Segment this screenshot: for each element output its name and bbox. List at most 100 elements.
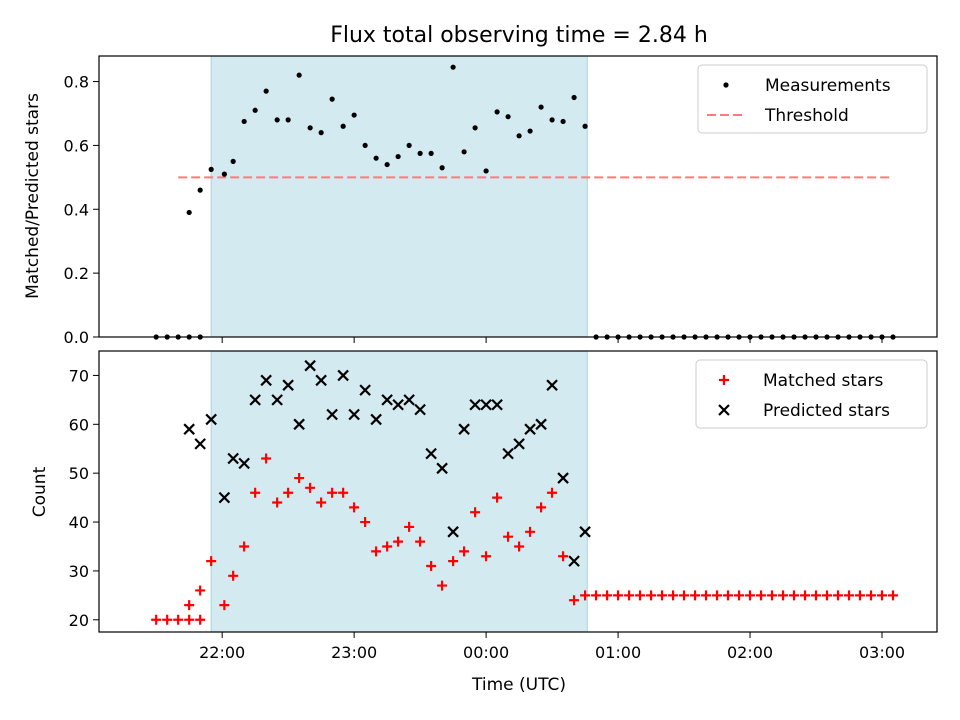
y-tick-label: 0.6 — [64, 136, 89, 155]
measurement-point — [318, 130, 324, 136]
measurement-point — [406, 142, 412, 149]
predicted-star-point — [458, 423, 470, 435]
predicted-star-point — [568, 555, 580, 567]
measurement-point — [571, 94, 577, 101]
matched-star-point — [690, 590, 701, 601]
predicted-star-point — [205, 413, 217, 426]
measurement-point — [373, 155, 379, 161]
legend-box — [697, 64, 928, 134]
matched-star-point — [470, 507, 481, 518]
matched-star-point — [888, 590, 899, 601]
legend-matched-marker — [719, 375, 729, 385]
matched-star-point — [283, 487, 294, 498]
measurement-point — [428, 150, 434, 156]
series-measurements — [153, 64, 896, 340]
predicted-star-point — [557, 472, 569, 484]
matched-star-point — [195, 585, 206, 596]
predicted-star-point — [315, 374, 327, 387]
matched-star-point — [844, 590, 855, 601]
matched-star-point — [822, 590, 833, 601]
predicted-star-point — [392, 398, 404, 411]
matched-star-point — [426, 561, 437, 572]
x-tick-label: 02:00 — [727, 643, 773, 662]
matched-star-point — [712, 590, 723, 601]
matched-star-point — [536, 502, 547, 513]
matched-star-point — [734, 590, 745, 601]
predicted-star-point — [535, 418, 547, 431]
legend-predicted-marker — [718, 404, 730, 416]
count-panel: 20 30 40 50 60 70 22:00 23:00 00:00 01:00 02:00 03:… — [69, 350, 938, 662]
matched-star-point — [833, 590, 844, 601]
measurement-point — [527, 128, 533, 134]
predicted-star-point — [304, 359, 316, 372]
series-predicted-stars — [183, 359, 591, 567]
matched-star-point — [767, 590, 778, 601]
matched-star-point — [514, 541, 525, 552]
matched-star-point — [393, 536, 404, 547]
y-tick-label: 0.0 — [64, 328, 89, 347]
matched-star-point — [206, 556, 217, 567]
measurement-point — [417, 150, 423, 156]
matched-star-point — [228, 570, 239, 581]
predicted-star-point — [218, 491, 231, 504]
measurement-point — [329, 96, 335, 102]
predicted-star-point — [469, 398, 481, 411]
matched-star-point — [657, 590, 668, 601]
matched-star-point — [415, 536, 426, 547]
matched-star-point — [382, 541, 393, 552]
matched-star-point — [547, 487, 558, 498]
predicted-star-point — [238, 457, 250, 470]
matched-star-point — [624, 590, 635, 601]
predicted-star-point — [502, 447, 514, 460]
measurement-point — [186, 209, 192, 216]
matched-star-point — [635, 590, 646, 601]
predicted-star-point — [579, 526, 591, 538]
matched-star-point — [668, 590, 679, 601]
matched-star-point — [745, 590, 756, 601]
plot-frame — [98, 350, 938, 633]
matched-star-point — [800, 590, 811, 601]
measurement-point — [362, 142, 368, 149]
legend-label: Measurements — [765, 76, 891, 96]
y-tick-label: 70 — [69, 366, 89, 385]
x-tick-label: 00:00 — [463, 643, 509, 662]
matched-star-point — [272, 497, 283, 508]
measurement-point — [263, 88, 269, 94]
matched-star-point — [580, 590, 591, 601]
legend: Matched stars Predicted stars — [695, 359, 928, 429]
matched-star-point — [679, 590, 690, 601]
matched-star-point — [481, 551, 492, 562]
matched-star-point — [613, 590, 624, 601]
matched-star-point — [789, 590, 800, 601]
matched-star-point — [195, 614, 206, 625]
measurement-point — [384, 161, 390, 168]
legend-label: Matched stars — [763, 371, 883, 391]
measurement-point — [560, 118, 566, 125]
matched-star-point — [184, 614, 195, 625]
predicted-star-point — [183, 423, 195, 435]
matched-star-point — [459, 546, 470, 557]
matched-star-point — [184, 600, 195, 611]
predicted-star-point — [425, 447, 437, 460]
predicted-star-point — [436, 462, 448, 475]
x-tick-label: 01:00 — [595, 643, 641, 662]
measurement-point — [439, 165, 445, 171]
legend-label: Threshold — [764, 106, 849, 126]
y-tick-label: 50 — [69, 464, 89, 483]
top-y-axis-label: Matched/Predicted stars — [23, 93, 43, 299]
matched-star-point — [877, 590, 888, 601]
y-tick-label: 0.2 — [64, 264, 89, 283]
matched-star-point — [448, 556, 459, 567]
predicted-star-point — [381, 394, 393, 406]
matched-star-point — [437, 580, 448, 591]
measurement-point — [351, 112, 357, 118]
measurement-point — [285, 117, 291, 123]
measurement-point — [494, 109, 500, 115]
predicted-star-point — [359, 384, 371, 396]
matched-star-point — [404, 521, 415, 532]
predicted-star-point — [370, 413, 382, 426]
matched-star-point — [327, 487, 338, 498]
matched-star-point — [162, 614, 173, 625]
predicted-star-point — [513, 438, 525, 450]
predicted-star-point — [480, 398, 492, 411]
